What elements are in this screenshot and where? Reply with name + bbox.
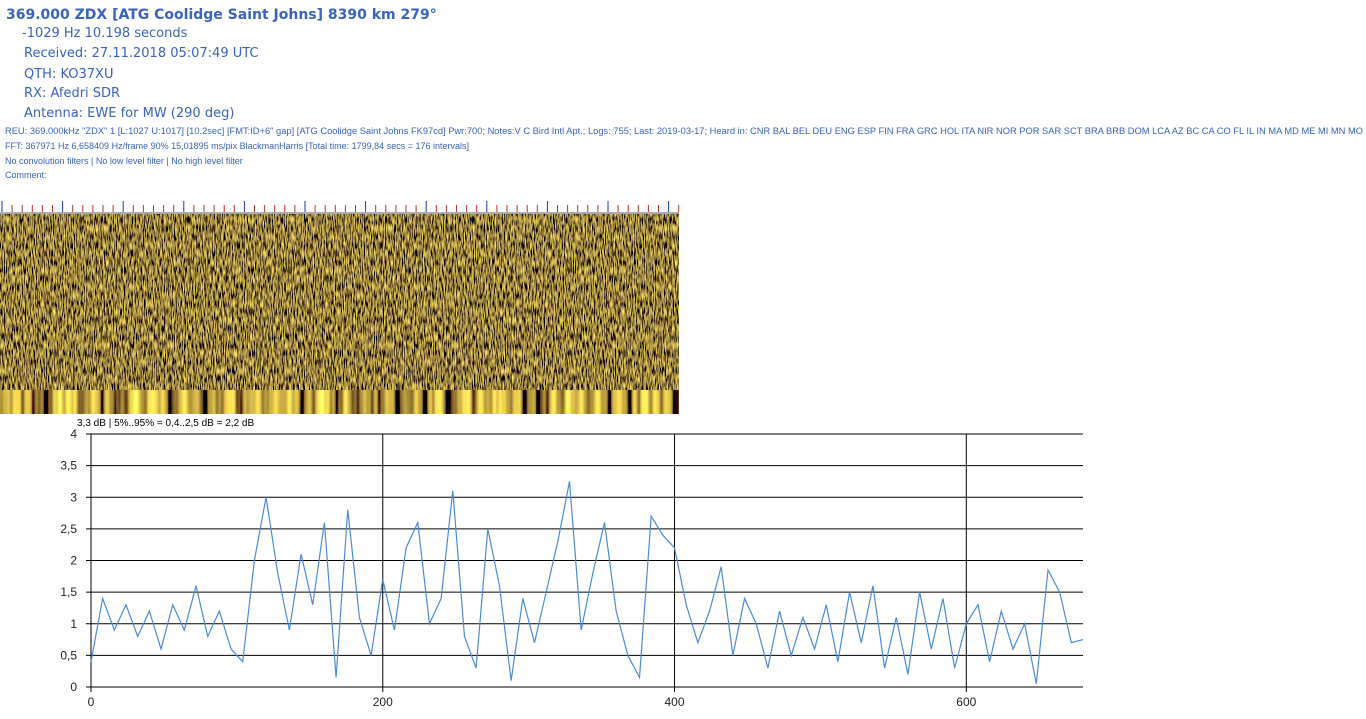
comment-line: Comment: — [5, 170, 47, 180]
y-tick-label: 4 — [70, 427, 77, 441]
y-tick-label: 3,5 — [60, 459, 77, 473]
received: Received: 27.11.2018 05:07:49 UTC — [24, 46, 259, 61]
reu-line: REU: 369.000kHz "ZDX" 1 [L:1027 U:1017] … — [5, 126, 1363, 136]
fft-line: FFT: 367971 Hz 6,658409 Hz/frame 90% 15,… — [5, 141, 469, 151]
spectrogram-scale — [0, 201, 680, 214]
y-tick-label: 1 — [70, 617, 77, 631]
x-tick-label: 0 — [88, 695, 95, 709]
offset: -1029 Hz 10.198 seconds — [22, 26, 188, 41]
y-tick-label: 0,5 — [60, 648, 77, 662]
y-tick-label: 2,5 — [60, 522, 77, 536]
y-tick-label: 2 — [70, 554, 77, 568]
chart-subtitle: 3,3 dB | 5%..95% = 0,4..2,5 dB = 2,2 dB — [77, 418, 254, 429]
x-tick-label: 600 — [956, 695, 976, 709]
spectrogram-strip — [0, 390, 679, 414]
filters-line: No convolution filters | No low level fi… — [5, 156, 243, 166]
rx: RX: Afedri SDR — [24, 86, 120, 101]
data-line — [90, 481, 1084, 684]
qth: QTH: KO37XU — [24, 67, 113, 82]
y-tick-label: 0 — [70, 680, 77, 694]
y-tick-label: 3 — [70, 490, 77, 504]
x-tick-label: 200 — [373, 695, 393, 709]
antenna: Antenna: EWE for MW (290 deg) — [24, 106, 234, 121]
spectrogram — [0, 214, 679, 390]
y-tick-label: 1,5 — [60, 585, 77, 599]
title: 369.000 ZDX [ATG Coolidge Saint Johns] 8… — [6, 7, 437, 23]
x-tick-label: 400 — [665, 695, 685, 709]
